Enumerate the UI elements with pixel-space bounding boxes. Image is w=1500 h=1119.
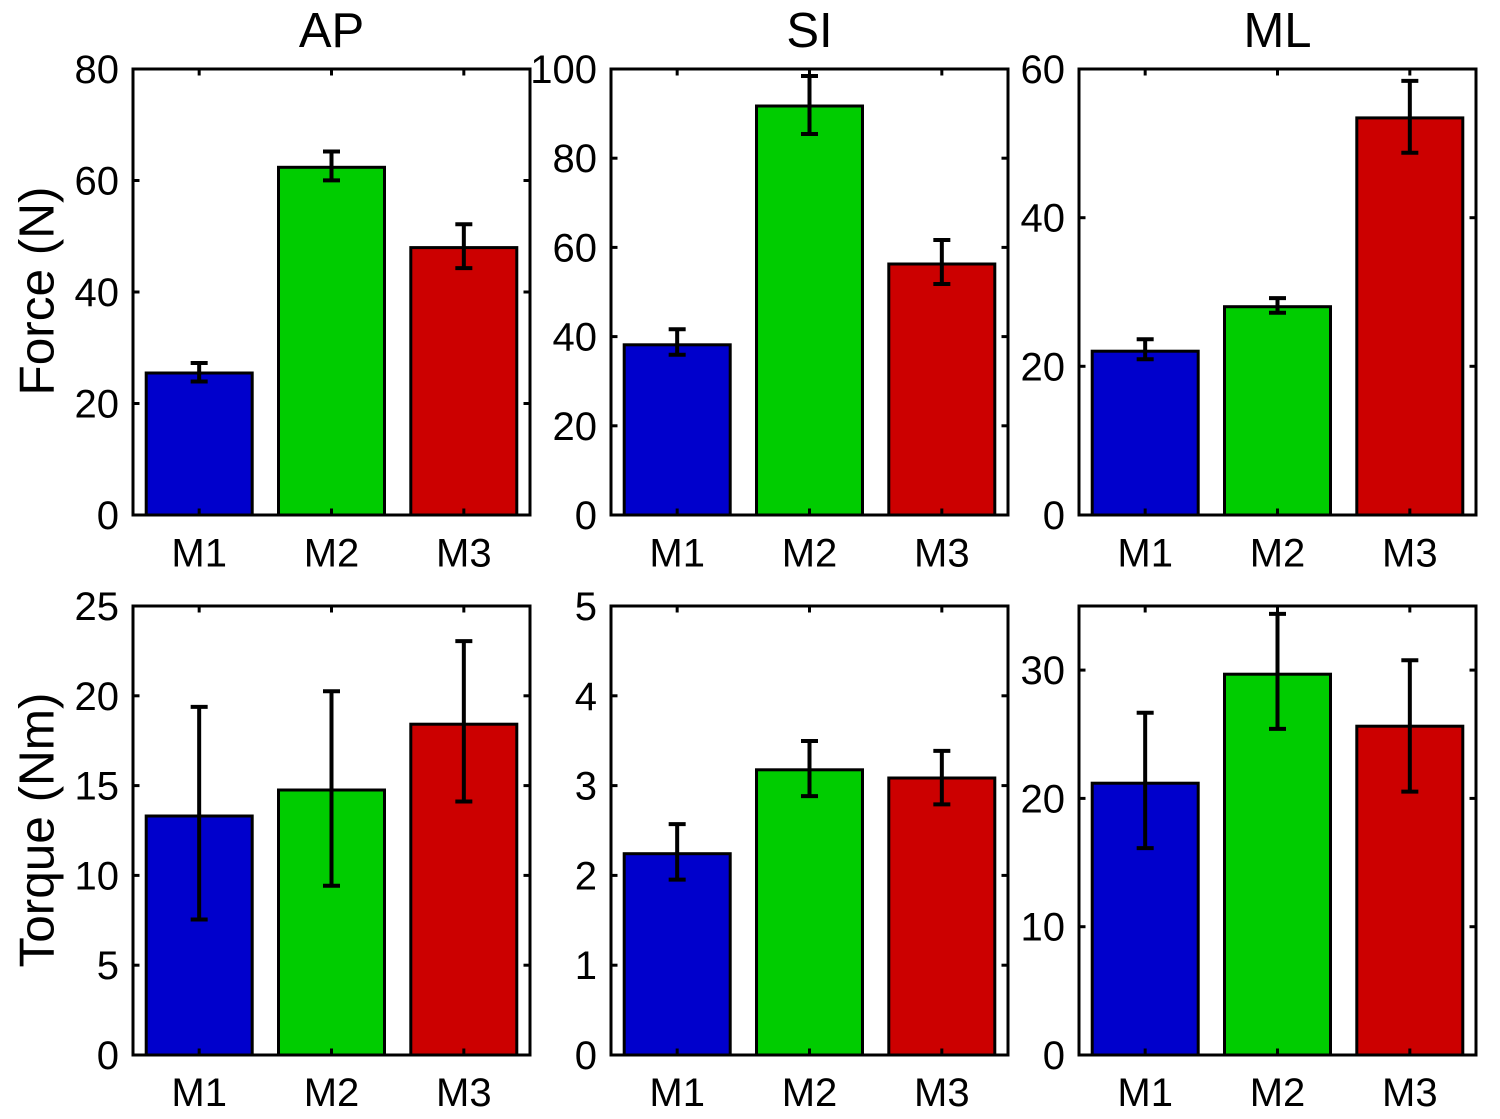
svg-text:M2: M2 <box>1250 1071 1306 1115</box>
svg-text:0: 0 <box>1043 494 1065 538</box>
svg-text:80: 80 <box>75 48 120 92</box>
svg-text:M2: M2 <box>304 532 360 576</box>
svg-text:M1: M1 <box>1117 1071 1173 1115</box>
svg-text:M1: M1 <box>649 532 705 576</box>
svg-text:ML: ML <box>1243 4 1311 58</box>
svg-text:40: 40 <box>75 271 120 315</box>
svg-text:M3: M3 <box>1382 1071 1438 1115</box>
svg-text:3: 3 <box>575 765 597 809</box>
svg-text:M1: M1 <box>171 532 227 576</box>
svg-text:M3: M3 <box>914 532 970 576</box>
svg-text:25: 25 <box>75 585 120 629</box>
svg-text:20: 20 <box>75 383 120 427</box>
svg-text:60: 60 <box>553 226 598 270</box>
svg-text:M3: M3 <box>914 1071 970 1115</box>
svg-text:M3: M3 <box>1382 532 1438 576</box>
svg-text:5: 5 <box>575 585 597 629</box>
svg-text:0: 0 <box>97 494 119 538</box>
svg-text:10: 10 <box>1021 906 1066 950</box>
svg-text:1: 1 <box>575 944 597 988</box>
svg-text:0: 0 <box>575 1034 597 1078</box>
svg-text:40: 40 <box>553 316 598 360</box>
svg-text:2: 2 <box>575 854 597 898</box>
svg-text:20: 20 <box>553 405 598 449</box>
svg-text:5: 5 <box>97 944 119 988</box>
svg-text:M2: M2 <box>782 1071 838 1115</box>
svg-text:SI: SI <box>786 4 832 58</box>
svg-text:0: 0 <box>97 1034 119 1078</box>
svg-text:60: 60 <box>75 160 120 204</box>
svg-text:M2: M2 <box>1250 532 1306 576</box>
svg-text:80: 80 <box>553 137 598 181</box>
svg-text:M3: M3 <box>436 1071 492 1115</box>
svg-text:20: 20 <box>75 675 120 719</box>
svg-text:30: 30 <box>1021 649 1066 693</box>
svg-text:0: 0 <box>1043 1034 1065 1078</box>
svg-text:20: 20 <box>1021 345 1066 389</box>
svg-text:AP: AP <box>299 4 364 58</box>
svg-text:20: 20 <box>1021 777 1066 821</box>
svg-text:60: 60 <box>1021 48 1066 92</box>
svg-text:10: 10 <box>75 854 120 898</box>
svg-text:M1: M1 <box>649 1071 705 1115</box>
svg-text:Force (N): Force (N) <box>10 187 65 396</box>
svg-text:100: 100 <box>530 48 597 92</box>
svg-text:4: 4 <box>575 675 597 719</box>
svg-text:15: 15 <box>75 765 120 809</box>
svg-text:M3: M3 <box>436 532 492 576</box>
svg-text:M1: M1 <box>1117 532 1173 576</box>
svg-text:M1: M1 <box>171 1071 227 1115</box>
svg-text:Torque (Nm): Torque (Nm) <box>10 692 65 967</box>
svg-text:M2: M2 <box>782 532 838 576</box>
svg-text:M2: M2 <box>304 1071 360 1115</box>
svg-text:40: 40 <box>1021 197 1066 241</box>
svg-text:0: 0 <box>575 494 597 538</box>
